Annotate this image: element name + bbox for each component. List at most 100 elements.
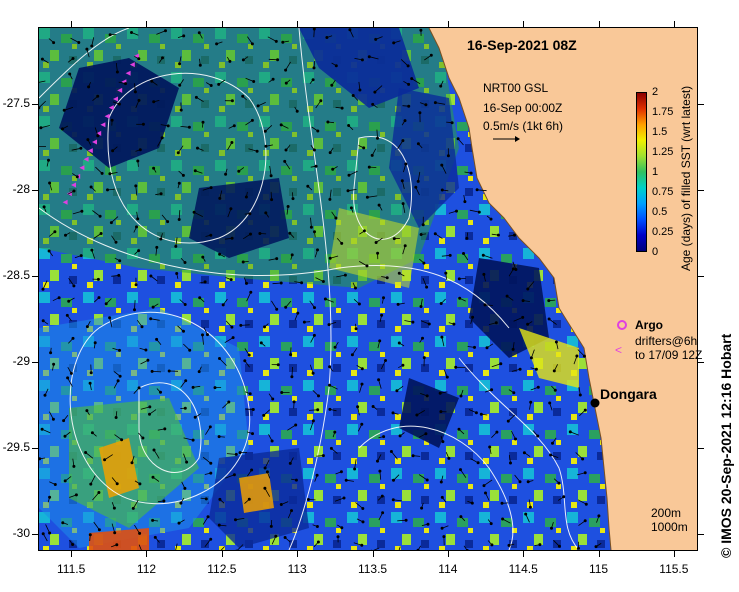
current-vector-head bbox=[271, 397, 275, 401]
current-vector-head bbox=[300, 281, 304, 285]
current-vector-head bbox=[422, 356, 426, 360]
current-vector-head bbox=[159, 192, 163, 196]
lat-tick-mark bbox=[698, 104, 704, 106]
current-vector-head bbox=[209, 186, 213, 190]
current-vector-head bbox=[130, 31, 134, 35]
lat-tick-mark bbox=[698, 362, 704, 364]
current-vector-head bbox=[536, 385, 540, 389]
current-vector bbox=[202, 516, 209, 525]
current-vector-head bbox=[427, 322, 431, 326]
current-vector-head bbox=[360, 58, 364, 62]
current-vector-head bbox=[233, 518, 237, 522]
current-vector-head bbox=[48, 495, 52, 499]
current-vector-head bbox=[328, 256, 332, 260]
current-vector-head bbox=[208, 425, 212, 429]
current-vector-head bbox=[115, 70, 119, 74]
current-vector bbox=[548, 318, 557, 325]
current-vector bbox=[140, 406, 150, 410]
current-vector-head bbox=[597, 514, 601, 518]
drifter-position bbox=[83, 156, 89, 162]
current-vector-head bbox=[269, 524, 273, 528]
current-vector bbox=[348, 170, 358, 176]
current-vector-head bbox=[331, 167, 335, 171]
current-vector-head bbox=[63, 434, 67, 438]
current-vector-head bbox=[575, 354, 579, 358]
current-vector-head bbox=[348, 28, 352, 32]
current-vector-head bbox=[114, 415, 118, 419]
current-vector-head bbox=[425, 478, 429, 482]
current-vector-head bbox=[86, 138, 90, 142]
current-vector-head bbox=[72, 284, 76, 288]
current-vector-head bbox=[229, 278, 233, 282]
current-vector bbox=[334, 497, 345, 502]
current-vector bbox=[264, 488, 271, 497]
current-vector-head bbox=[215, 42, 219, 46]
current-vector-head bbox=[406, 64, 410, 68]
current-vector-head bbox=[162, 499, 166, 503]
current-vector-head bbox=[469, 171, 473, 175]
current-vector-head bbox=[136, 159, 140, 163]
current-vector-head bbox=[113, 531, 117, 535]
current-vector-head bbox=[403, 119, 407, 123]
current-vector bbox=[378, 379, 382, 389]
current-vector-head bbox=[77, 40, 81, 44]
current-vector-head bbox=[424, 103, 428, 107]
current-vector-head bbox=[416, 179, 420, 183]
current-vector-head bbox=[258, 231, 262, 235]
current-vector-head bbox=[84, 450, 88, 454]
current-vector-head bbox=[60, 127, 64, 131]
current-vector-head bbox=[549, 453, 553, 457]
current-vector-head bbox=[179, 108, 183, 112]
current-vector-head bbox=[117, 102, 121, 106]
lon-tick-label: 115 bbox=[588, 562, 609, 576]
current-vector-head bbox=[65, 313, 69, 317]
current-vector-head bbox=[103, 458, 107, 462]
map-canvas[interactable] bbox=[39, 28, 697, 550]
current-vector bbox=[287, 424, 296, 431]
current-vector-head bbox=[134, 283, 138, 287]
lat-tick-mark bbox=[32, 104, 38, 106]
current-vector-head bbox=[256, 104, 260, 108]
current-vector-head bbox=[381, 296, 385, 300]
current-vector-head bbox=[110, 118, 114, 122]
current-vector-head bbox=[264, 144, 268, 148]
lon-tick-mark bbox=[146, 551, 148, 557]
lon-tick-mark bbox=[598, 551, 600, 557]
current-arrows bbox=[39, 28, 602, 550]
current-vector-head bbox=[47, 249, 51, 253]
current-vector-head bbox=[262, 413, 266, 417]
drifter-legend-label-1: drifters@6h bbox=[635, 334, 698, 348]
current-vector-head bbox=[381, 511, 385, 515]
current-vector bbox=[219, 358, 227, 366]
current-vector-head bbox=[490, 388, 494, 392]
current-vector-head bbox=[93, 341, 97, 345]
current-vector-head bbox=[63, 233, 67, 237]
drifter-position bbox=[129, 62, 135, 68]
current-vector bbox=[92, 210, 101, 217]
current-vector-head bbox=[96, 277, 100, 281]
current-vector-head bbox=[554, 340, 558, 344]
current-vector-head bbox=[198, 63, 202, 67]
drifter-legend-label-2: to 17/09 12Z bbox=[635, 348, 703, 362]
current-vector-head bbox=[259, 341, 263, 345]
current-vector-head bbox=[269, 174, 273, 178]
current-vector-head bbox=[72, 189, 76, 193]
current-vector-head bbox=[167, 369, 171, 373]
current-vector-head bbox=[106, 188, 110, 192]
current-vector-head bbox=[115, 543, 119, 547]
current-vector-head bbox=[420, 336, 424, 340]
current-vector-head bbox=[562, 495, 566, 499]
current-vector-head bbox=[57, 296, 61, 300]
current-vector-head bbox=[206, 515, 210, 519]
dongara-marker[interactable] bbox=[590, 398, 600, 408]
current-vector-head bbox=[459, 515, 463, 519]
current-vector-head bbox=[365, 264, 369, 268]
current-vector-head bbox=[179, 501, 183, 505]
current-vector bbox=[72, 210, 83, 215]
current-vector-head bbox=[85, 47, 89, 51]
current-vector-head bbox=[98, 214, 102, 218]
current-vector-head bbox=[108, 33, 112, 37]
current-vector-head bbox=[312, 148, 316, 152]
current-vector-head bbox=[295, 109, 299, 113]
current-vector-head bbox=[183, 406, 187, 410]
